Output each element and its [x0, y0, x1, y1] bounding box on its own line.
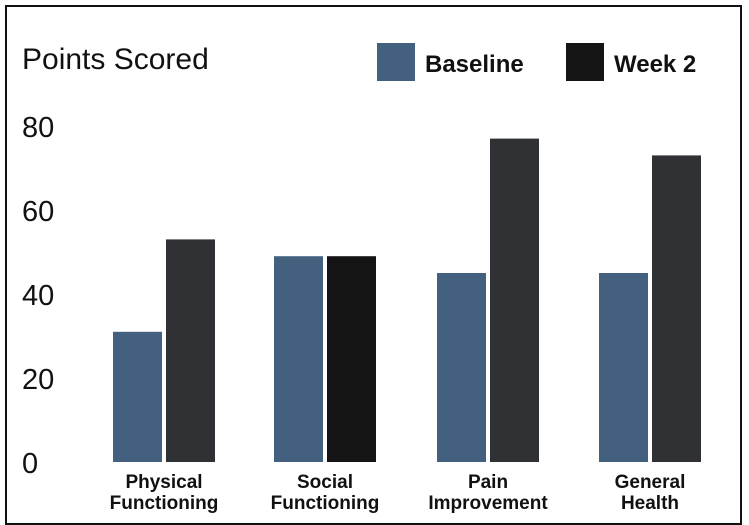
bar-week-2-1	[327, 256, 376, 462]
y-tick-label: 40	[22, 280, 54, 312]
category-label: Social	[297, 472, 353, 493]
y-axis-label: Points Scored	[22, 43, 209, 76]
category-label: Functioning	[271, 493, 380, 514]
legend-label: Baseline	[425, 51, 524, 78]
category-label: Health	[621, 493, 679, 514]
legend-swatch-week-2	[566, 43, 604, 81]
y-tick-label: 0	[22, 448, 38, 480]
y-tick-label: 80	[22, 112, 54, 144]
bars	[113, 138, 701, 462]
legend-swatch-baseline	[377, 43, 415, 81]
category-label: Functioning	[110, 493, 219, 514]
category-label: General	[615, 472, 686, 493]
category-label: Pain	[468, 472, 508, 493]
bar-week-2-2	[490, 138, 539, 462]
bar-baseline-3	[599, 273, 648, 462]
category-label: Physical	[125, 472, 202, 493]
bar-baseline-0	[113, 331, 162, 462]
category-label: Improvement	[428, 493, 548, 514]
legend: Baseline Week 2	[377, 43, 696, 81]
category-labels: PhysicalFunctioningSocialFunctioningPain…	[110, 472, 686, 514]
bar-baseline-2	[437, 273, 486, 462]
y-tick-label: 20	[22, 364, 54, 396]
bar-baseline-1	[274, 256, 323, 462]
bar-week-2-3	[652, 155, 701, 462]
legend-label: Week 2	[614, 51, 696, 78]
y-ticks: 0 20 40 60 80	[22, 112, 54, 480]
bar-week-2-0	[166, 239, 215, 462]
y-tick-label: 60	[22, 196, 54, 228]
